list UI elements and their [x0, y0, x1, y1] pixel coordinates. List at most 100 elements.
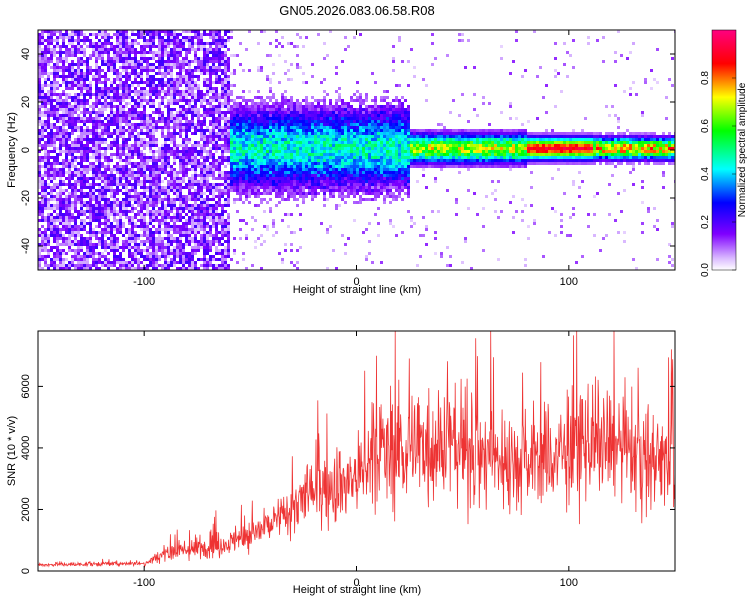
spectrogram-cell [110, 87, 113, 90]
spectrogram-cell [134, 129, 137, 132]
spectrogram-cell [53, 45, 56, 48]
spectrogram-cell [62, 111, 65, 114]
spectrogram-cell [257, 159, 260, 162]
spectrogram-cell [53, 240, 56, 243]
spectrogram-cell [203, 267, 206, 270]
spectrogram-cell [167, 213, 170, 216]
spectrogram-cell [131, 45, 134, 48]
spectrogram-cell [89, 105, 92, 108]
spectrogram-cell [149, 195, 152, 198]
spectrogram-cell [161, 114, 164, 117]
spectrogram-cell [239, 144, 242, 147]
spectrogram-cell [287, 171, 290, 174]
spectrogram-cell [149, 81, 152, 84]
spectrogram-cell [227, 141, 230, 144]
spectrogram-cell [146, 237, 149, 240]
spectrogram-cell [104, 156, 107, 159]
spectrogram-cell [134, 57, 137, 60]
spectrogram-cell [44, 234, 47, 237]
spectrogram-cell [116, 126, 119, 129]
spectrogram-cell [38, 42, 41, 45]
spectrogram-cell [125, 186, 128, 189]
spectrogram-cell [248, 195, 251, 198]
spectrogram-cell [167, 231, 170, 234]
spectrogram-cell [188, 78, 191, 81]
spectrogram-cell [143, 258, 146, 261]
spectrogram-cell [71, 75, 74, 78]
spectrogram-cell [44, 231, 47, 234]
spectrogram-cell [296, 147, 299, 150]
spectrogram-cell [263, 99, 266, 102]
spectrogram-cell [266, 192, 269, 195]
spectrogram-cell [155, 189, 158, 192]
spectrogram-cell [215, 120, 218, 123]
spectrogram-cell [230, 135, 233, 138]
spectrogram-cell [119, 42, 122, 45]
spectrogram-cell [89, 90, 92, 93]
spectrogram-cell [107, 93, 110, 96]
spectrogram-cell [71, 60, 74, 63]
spectrogram-cell [206, 54, 209, 57]
spectrogram-cell [95, 36, 98, 39]
spectrogram-cell [143, 165, 146, 168]
spectrogram-cell [56, 36, 59, 39]
spectrogram-cell [209, 243, 212, 246]
spectrogram-cell [161, 78, 164, 81]
spectrogram-cell [224, 75, 227, 78]
spectrogram-cell [116, 48, 119, 51]
spectrogram-cell [152, 258, 155, 261]
spectrogram-cell [182, 30, 185, 33]
spectrogram-cell [89, 183, 92, 186]
spectrogram-cell [197, 99, 200, 102]
spectrogram-cell [83, 105, 86, 108]
spectrogram-cell [80, 87, 83, 90]
spectrogram-cell [125, 168, 128, 171]
spectrogram-cell [221, 84, 224, 87]
spectrogram-cell [266, 138, 269, 141]
spectrogram-cell [227, 117, 230, 120]
spectrogram-cell [116, 222, 119, 225]
spectrogram-cell [218, 237, 221, 240]
spectrogram-cell [50, 51, 53, 54]
spectrogram-cell [47, 123, 50, 126]
spectrogram-cell [284, 108, 287, 111]
spectrogram-cell [155, 159, 158, 162]
spectrogram-cell [239, 123, 242, 126]
spectrogram-cell [281, 165, 284, 168]
spectrogram-cell [125, 117, 128, 120]
spectrogram-cell [224, 81, 227, 84]
spectrogram-cell [95, 60, 98, 63]
spectrogram-cell [56, 45, 59, 48]
spectrogram-cell [185, 153, 188, 156]
spectrogram-cell [155, 84, 158, 87]
spectrogram-cell [266, 135, 269, 138]
spectrogram-cell [176, 57, 179, 60]
spectrogram-cell [215, 48, 218, 51]
spectrogram-cell [227, 213, 230, 216]
spectrogram-cell [278, 174, 281, 177]
spectrogram-cell [143, 39, 146, 42]
spectrogram-cell [104, 108, 107, 111]
spectrogram-cell [146, 30, 149, 33]
spectrogram-cell [38, 144, 41, 147]
spectrogram-cell [146, 72, 149, 75]
spectrogram-cell [134, 192, 137, 195]
spectrogram-cell [227, 78, 230, 81]
spectrogram-cell [116, 210, 119, 213]
spectrogram-cell [86, 66, 89, 69]
spectrogram-cell [179, 150, 182, 153]
spectrogram-cell [50, 114, 53, 117]
spectrogram-cell [80, 150, 83, 153]
spectrogram-cell [104, 42, 107, 45]
spectrogram-cell [254, 132, 257, 135]
spectrogram-cell [248, 174, 251, 177]
spectrogram-cell [173, 30, 176, 33]
spectrogram-cell [209, 249, 212, 252]
spectrogram-cell [221, 249, 224, 252]
spectrogram-cell [185, 186, 188, 189]
spectrogram-cell [191, 150, 194, 153]
spectrogram-cell [86, 222, 89, 225]
spectrogram-cell [176, 213, 179, 216]
spectrogram-cell [113, 111, 116, 114]
spectrogram-cell [74, 63, 77, 66]
